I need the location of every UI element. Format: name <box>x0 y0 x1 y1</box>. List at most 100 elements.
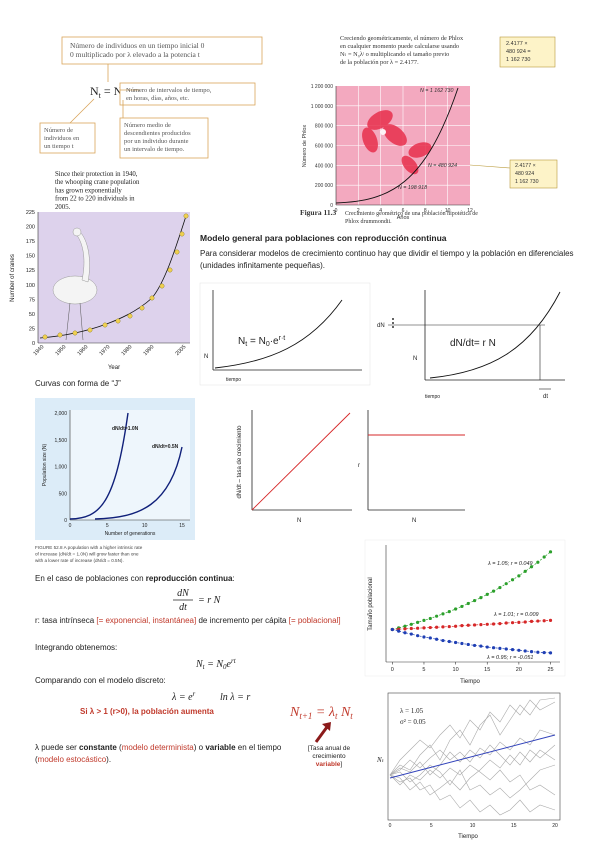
comparing: Comparando con el modelo discreto: <box>35 676 166 685</box>
data-point <box>409 622 413 626</box>
text-line: crecimiento <box>312 753 346 760</box>
note-bold: variable <box>316 761 341 768</box>
data-point <box>504 621 508 625</box>
phlox-x-ticks: 0 2 4 6 8 10 12 <box>335 208 473 214</box>
series-label: λ = 1.01; r = 0.009 <box>493 612 539 618</box>
text-line: [Tasa anual de <box>308 745 351 752</box>
data-point <box>466 642 470 647</box>
crane-x-ticks: 1940 1950 1960 1970 1980 1990 2005 <box>33 344 188 357</box>
data-point <box>510 648 515 652</box>
y-axis-label: Nₜ <box>376 756 385 764</box>
x-tick-label: 10 <box>453 667 459 673</box>
eq-part: t <box>245 341 247 348</box>
x-axis-label: tiempo <box>226 377 241 383</box>
data-point <box>460 641 464 646</box>
y-tick-label: 1 000 000 <box>311 104 333 110</box>
data-point <box>517 620 521 624</box>
y-tick-label: 100 <box>26 283 35 289</box>
point-label: N = 1 162 730 <box>420 88 453 94</box>
data-point <box>548 618 553 623</box>
stochastic-eq: Nt+1 = λt Nt <box>289 705 353 721</box>
data-point <box>504 582 508 586</box>
data-point <box>491 622 496 626</box>
lambda-chart: Tamaño poblacional Tiempo λ = 1.05; r = … <box>364 539 566 685</box>
y-axis-label: Tamaño poblacional <box>368 577 374 630</box>
x-axis-label: Tiempo <box>458 834 478 840</box>
text-bold: reproducción continua <box>145 574 233 583</box>
text: r: tasa intrínseca <box>35 616 97 625</box>
eq-part: = N <box>247 336 266 347</box>
generations-figure: 2,000 1,500 1,000 500 0 0 5 10 15 Popula… <box>35 398 195 563</box>
x-tick-label: 25 <box>547 667 553 673</box>
text-red: modelo determinista <box>121 743 194 752</box>
data-point <box>498 646 502 650</box>
text: ( <box>116 743 122 752</box>
data-point <box>435 625 439 629</box>
caption-label: Figura 11.3 <box>300 208 337 217</box>
data-point <box>428 616 432 621</box>
text: : <box>232 574 235 583</box>
text-line: por un individuo durante <box>124 138 189 145</box>
data-point <box>517 574 521 578</box>
data-point <box>403 624 407 628</box>
x-tick-label: 20 <box>552 823 558 829</box>
text-red: [= poblacional] <box>288 616 341 625</box>
eq-den: dt <box>179 602 187 613</box>
text-line: from 22 to 220 individuals in <box>55 196 135 203</box>
stochastic-equation: Nt+1 = λt Nt [Tasa anual de crecimiento v… <box>289 705 353 768</box>
stochastic-note: [Tasa anual de crecimiento <box>308 745 351 760</box>
text-line: en cualquier momento puede calcularse us… <box>340 43 459 50</box>
text-line: Número de individuos en un tiempo inicia… <box>70 41 205 50</box>
section-paragraph: Para considerar modelos de crecimiento c… <box>200 249 574 270</box>
x-tick-label: 1980 <box>121 344 134 357</box>
phlox-figure: Creciendo geométricamente, el número de … <box>300 35 558 225</box>
data-point <box>422 618 426 623</box>
text-line: Since their protection in 1940, <box>55 171 138 178</box>
lambda-label: λ = 1.05 <box>400 707 424 715</box>
text-line: of increase (dN/dt = 1.0N) will grow fas… <box>35 552 139 557</box>
data-point <box>428 625 432 630</box>
x-axis-label: Tiempo <box>460 679 480 685</box>
data-point <box>422 626 426 630</box>
text: En el caso de poblaciones con <box>35 574 146 583</box>
data-point <box>422 635 426 639</box>
data-point <box>428 636 432 640</box>
text-line: has grown exponentially <box>55 187 122 194</box>
text-line: Creciendo geométricamente, el número de … <box>340 35 464 42</box>
eq-part: t <box>335 711 338 721</box>
data-point <box>529 650 534 654</box>
text-line: 2.4177 × <box>515 163 536 169</box>
text-line: en horas, días, años, etc. <box>126 95 190 102</box>
x-axis-label: Años <box>397 215 410 221</box>
eq-part: N <box>238 336 245 347</box>
data-point <box>491 646 496 650</box>
section-heading: Modelo general para poblaciones con repr… <box>200 233 447 243</box>
sigma-label: σ² = 0.05 <box>400 718 426 726</box>
data-point <box>454 624 458 628</box>
eq-part: = λ <box>312 705 335 720</box>
integrating: Integrando obtenemos: <box>35 643 118 652</box>
text-line: Nₜ = N₀λᵗ o multiplicando el tamaño prev… <box>340 51 449 58</box>
data-point <box>498 585 502 590</box>
integral-eq: Nt = N0ert <box>195 657 237 671</box>
y-tick-label: 0 <box>32 341 35 347</box>
y-tick-label: 25 <box>29 326 35 332</box>
series-line <box>392 629 551 654</box>
x-axis-label: N <box>412 518 416 524</box>
data-point <box>485 622 489 626</box>
y-tick-label: 125 <box>26 268 35 274</box>
curve-label: dN/dt=0.5N <box>152 444 179 450</box>
point-label: N = 480 924 <box>428 163 457 169</box>
eq-part: N <box>90 84 99 98</box>
data-point <box>479 644 483 648</box>
data-point <box>536 619 540 623</box>
eq-part: 0 <box>223 663 227 671</box>
data-point <box>529 565 534 569</box>
y-tick-label: 600 000 <box>315 144 333 150</box>
gen-x-ticks: 0 5 10 15 <box>69 523 185 529</box>
phlox-y-ticks: 1 200 000 1 000 000 800 000 600 000 400 … <box>311 84 333 209</box>
eq-part: r·t <box>279 335 286 342</box>
text-line: Crecimiento geométrico de una población … <box>345 211 478 217</box>
y-tick-label: 1 200 000 <box>311 84 333 90</box>
